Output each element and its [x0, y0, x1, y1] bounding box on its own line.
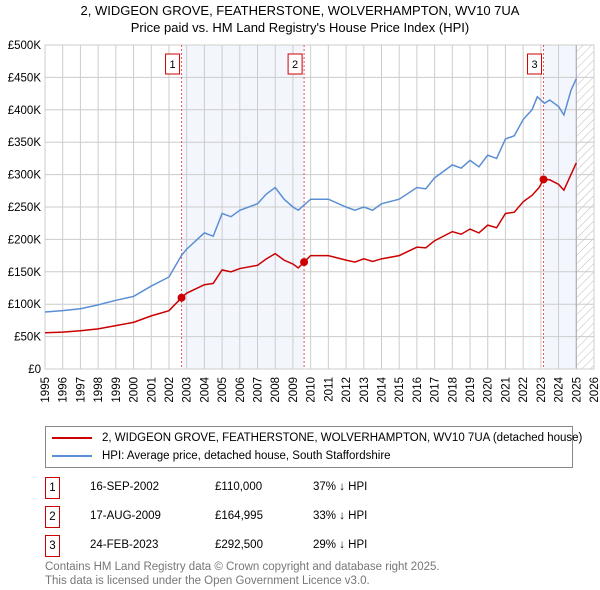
- sale-price: £110,000: [215, 481, 263, 493]
- x-tick-label: 2026: [589, 377, 600, 403]
- x-tick-label: 2022: [518, 377, 530, 403]
- x-tick-label: 1996: [58, 377, 70, 403]
- sale-date: 24-FEB-2023: [90, 539, 159, 551]
- x-tick-label: 1997: [75, 377, 87, 403]
- x-tick-label: 2002: [164, 377, 176, 403]
- sale-hpi-diff: 33% ↓ HPI: [313, 510, 368, 522]
- sale-number: 3: [45, 535, 60, 557]
- sale-price: £292,500: [215, 539, 263, 551]
- sale-label-box: [287, 53, 303, 75]
- y-tick-label: £450K: [8, 72, 42, 84]
- series-line: [44, 78, 577, 313]
- x-tick-label: 2013: [359, 377, 371, 403]
- y-tick-label: £400K: [8, 105, 42, 117]
- footer-licence: This data is licensed under the Open Gov…: [45, 575, 370, 587]
- sale-number: 2: [45, 506, 60, 528]
- x-tick-label: 2019: [465, 377, 477, 403]
- y-tick-label: £50K: [14, 332, 41, 344]
- sale-row: 3 24-FEB-2023 £292,500 29% ↓ HPI: [45, 535, 545, 557]
- y-tick-label: £0: [28, 364, 41, 376]
- x-tick-label: 1998: [93, 377, 105, 403]
- chart-title: 2, WIDGEON GROVE, FEATHERSTONE, WOLVERHA…: [80, 3, 520, 18]
- x-tick-label: 2007: [253, 377, 265, 403]
- x-tick-label: 2008: [270, 377, 282, 403]
- x-tick-label: 1999: [111, 377, 123, 403]
- sale-label: 1: [169, 59, 175, 71]
- chart-subtitle: Price paid vs. HM Land Registry's House …: [130, 20, 470, 35]
- x-tick-label: 2005: [217, 377, 229, 403]
- sale-row: 2 17-AUG-2009 £164,995 33% ↓ HPI: [45, 506, 545, 528]
- x-tick-label: 2015: [394, 377, 406, 403]
- x-tick-label: 2012: [341, 377, 353, 403]
- sale-point: [177, 293, 186, 302]
- y-tick-label: £500K: [8, 40, 42, 52]
- x-tick-label: 2009: [288, 377, 300, 403]
- x-tick-label: 2014: [376, 376, 388, 402]
- footer-copyright: Contains HM Land Registry data © Crown c…: [45, 561, 440, 573]
- y-tick-label: £350K: [8, 137, 42, 149]
- x-tick-label: 1995: [40, 377, 52, 403]
- y-tick-label: £150K: [8, 267, 42, 279]
- x-tick-label: 2017: [430, 377, 442, 403]
- sale-date: 17-AUG-2009: [90, 510, 161, 522]
- x-tick-label: 2003: [182, 377, 194, 403]
- x-tick-label: 2016: [412, 377, 424, 403]
- x-tick-label: 2021: [500, 377, 512, 403]
- y-tick-label: £200K: [8, 234, 42, 246]
- sale-hpi-diff: 29% ↓ HPI: [313, 539, 368, 551]
- sale-row: 1 16-SEP-2002 £110,000 37% ↓ HPI: [45, 477, 545, 499]
- x-tick-label: 2001: [146, 377, 158, 403]
- sale-label-box: [527, 53, 543, 75]
- sale-hpi-diff: 37% ↓ HPI: [313, 481, 368, 493]
- sale-point: [539, 175, 548, 184]
- x-tick-label: 2000: [129, 377, 141, 403]
- legend-hpi: HPI: Average price, detached house, Sout…: [102, 450, 391, 462]
- y-tick-label: £250K: [8, 202, 42, 214]
- sale-label: 3: [531, 59, 537, 71]
- x-tick-label: 2025: [571, 377, 583, 403]
- x-tick-label: 2010: [306, 377, 318, 403]
- x-tick-label: 2011: [323, 377, 335, 402]
- price-chart: 1995 1996 1997 1998 1999 2000 2001 2002 2003 2004…: [8, 40, 600, 403]
- sale-point: [300, 258, 309, 267]
- y-tick-label: £300K: [8, 170, 42, 182]
- x-tick-label: 2018: [447, 377, 459, 403]
- legend-property: 2, WIDGEON GROVE, FEATHERSTONE, WOLVERHA…: [102, 432, 583, 444]
- red-line-swatch: [52, 437, 92, 439]
- blue-line-swatch: [52, 455, 92, 457]
- sale-label: 2: [292, 59, 298, 71]
- x-tick-label: 2020: [483, 377, 495, 403]
- sale-number: 1: [45, 477, 60, 499]
- x-tick-label: 2023: [536, 377, 548, 403]
- x-tick-label: 2024: [554, 376, 566, 402]
- x-tick-label: 2006: [235, 377, 247, 403]
- x-tick-label: 2004: [199, 376, 211, 402]
- y-tick-label: £100K: [8, 299, 42, 311]
- plot-frame: [44, 44, 595, 370]
- sale-date: 16-SEP-2002: [90, 481, 160, 493]
- legend: 2, WIDGEON GROVE, FEATHERSTONE, WOLVERHA…: [45, 426, 582, 468]
- sale-price: £164,995: [215, 510, 263, 522]
- sale-label-box: [165, 53, 181, 75]
